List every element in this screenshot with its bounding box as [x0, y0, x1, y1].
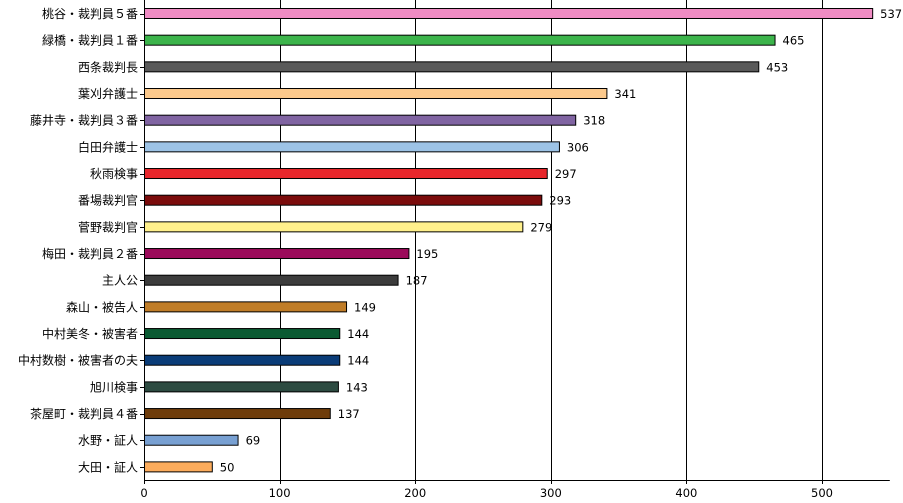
value-label: 144	[347, 354, 369, 368]
bar	[144, 141, 560, 153]
value-label: 143	[346, 380, 368, 394]
bar	[144, 408, 331, 420]
value-label: 293	[549, 194, 571, 208]
x-tick-label: 200	[404, 486, 426, 500]
bar	[144, 274, 399, 286]
bar	[144, 194, 543, 206]
category-label: 中村数樹・被害者の夫	[18, 353, 138, 368]
category-label: 中村美冬・被害者	[42, 326, 138, 341]
value-label: 195	[416, 247, 438, 261]
bar	[144, 434, 239, 446]
value-label: 144	[347, 327, 369, 341]
bar	[144, 301, 348, 313]
value-label: 50	[220, 460, 235, 474]
value-label: 187	[406, 274, 428, 288]
category-label: 藤井寺・裁判員３番	[30, 114, 138, 128]
bars	[144, 8, 874, 473]
category-labels: 桃谷・裁判員５番緑橋・裁判員１番西条裁判長葉刈弁護士藤井寺・裁判員３番白田弁護士…	[18, 6, 138, 474]
bar	[144, 354, 341, 366]
x-tick-labels: 0 100 200 300 400 500	[140, 486, 833, 500]
category-label: 白田弁護士	[78, 139, 138, 154]
category-label: 西条裁判長	[78, 60, 138, 74]
bar	[144, 88, 608, 100]
x-tick-label: 100	[269, 486, 291, 500]
value-label: 279	[530, 220, 552, 234]
x-tick-label: 500	[811, 486, 833, 500]
bar	[144, 61, 760, 73]
value-label: 318	[583, 114, 605, 128]
category-label: 大田・証人	[78, 460, 138, 474]
category-label: 旭川検事	[90, 380, 138, 394]
value-label: 149	[354, 300, 376, 314]
bar	[144, 248, 410, 260]
bar	[144, 381, 339, 393]
category-label: 秋雨検事	[90, 167, 138, 181]
value-label: 465	[783, 34, 805, 48]
value-labels: 537 465 453 341 318 306 297 293 279 195 187 149 144 1…	[220, 7, 902, 474]
category-label: 緑橋・裁判員１番	[42, 33, 138, 48]
value-label: 137	[338, 407, 360, 421]
value-label: 297	[555, 167, 577, 181]
category-label: 桃谷・裁判員５番	[42, 6, 138, 21]
value-label: 69	[246, 434, 261, 448]
axes	[140, 0, 890, 484]
bar	[144, 8, 874, 19]
x-tick-label: 400	[675, 486, 697, 500]
category-label: 菅野裁判官	[78, 219, 138, 234]
value-label: 306	[567, 140, 589, 154]
category-label: 茶屋町・裁判員４番	[30, 406, 138, 421]
bar	[144, 461, 213, 473]
x-tick-label: 300	[540, 486, 562, 500]
category-label: 水野・証人	[78, 434, 138, 448]
category-label: 葉刈弁護士	[78, 86, 138, 101]
x-tick-label: 0	[140, 486, 147, 500]
category-label: 森山・被告人	[66, 299, 138, 314]
value-label: 453	[766, 60, 788, 74]
bar	[144, 221, 524, 233]
bar	[144, 328, 341, 340]
category-label: 梅田・裁判員２番	[42, 246, 138, 261]
category-label: 番場裁判官	[78, 193, 138, 208]
bar	[144, 168, 548, 180]
gridlines	[280, 0, 823, 480]
bar	[144, 34, 776, 46]
bar	[144, 114, 577, 126]
category-label: 主人公	[102, 274, 138, 288]
value-label: 341	[614, 87, 636, 101]
value-label: 537	[880, 7, 902, 21]
